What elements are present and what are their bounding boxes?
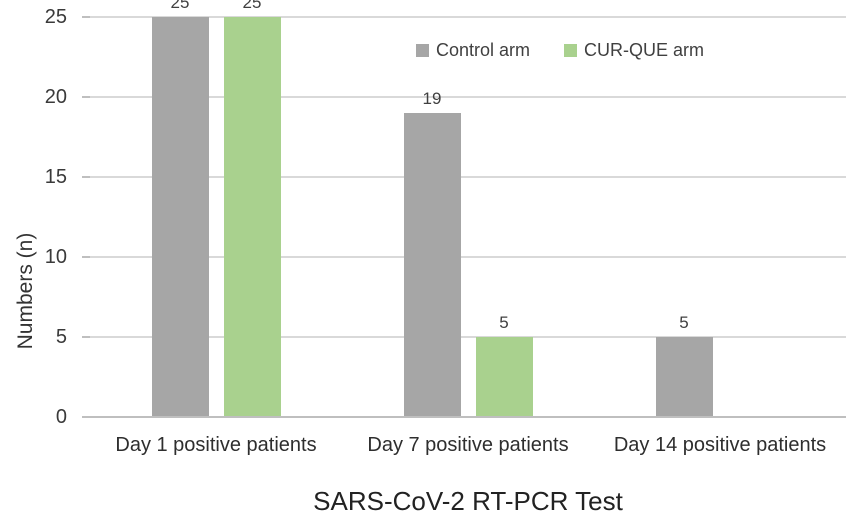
y-tick-mark-25 <box>82 16 90 18</box>
value-label-curque-category-1: 25 <box>242 0 262 12</box>
legend-swatch-icon <box>564 43 578 57</box>
y-tick-label-15: 15 <box>44 166 67 188</box>
bar-control-category-3 <box>655 337 713 417</box>
bar-curque-category-1 <box>223 17 281 417</box>
bar-control-category-2 <box>403 113 461 417</box>
x-axis-line <box>90 416 846 418</box>
y-tick-mark-0 <box>82 416 90 418</box>
y-tick-mark-20 <box>82 96 90 98</box>
y-tick-mark-15 <box>82 176 90 178</box>
value-label-curque-category-2: 5 <box>499 313 509 332</box>
y-tick-mark-5 <box>82 336 90 338</box>
x-category-label-3: Day 14 positive patients <box>613 434 827 456</box>
legend-item-cur-que-arm: CUR-QUE arm <box>564 40 704 60</box>
bar-control-category-1 <box>151 17 209 417</box>
y-tick-label-5: 5 <box>55 326 67 348</box>
gridline-5 <box>90 336 846 338</box>
y-tick-label-0: 0 <box>55 406 67 428</box>
legend: Control arm CUR-QUE arm <box>416 40 704 60</box>
legend-label: CUR-QUE arm <box>584 40 705 60</box>
gridline-25 <box>90 16 846 18</box>
y-tick-label-10: 10 <box>44 246 67 268</box>
y-tick-label-20: 20 <box>44 86 67 108</box>
legend-swatch-icon <box>416 43 429 57</box>
legend-item-control-arm: Control arm <box>416 40 530 60</box>
gridline-15 <box>90 176 846 178</box>
y-axis-title: Numbers (n) <box>14 232 37 350</box>
y-tick-mark-10 <box>82 256 90 258</box>
legend-label: Control arm <box>436 40 531 60</box>
y-tick-label-25: 25 <box>44 6 67 28</box>
bar-curque-category-2 <box>475 337 533 417</box>
value-label-control-category-3: 5 <box>679 313 689 332</box>
gridline-10 <box>90 256 846 258</box>
x-category-label-1: Day 1 positive patients <box>115 434 317 456</box>
x-category-label-2: Day 7 positive patients <box>367 434 569 456</box>
value-label-control-category-2: 19 <box>422 89 442 108</box>
value-label-control-category-1: 25 <box>170 0 190 12</box>
gridline-20 <box>90 96 846 98</box>
x-axis-title: SARS-CoV-2 RT-PCR Test <box>313 486 623 516</box>
